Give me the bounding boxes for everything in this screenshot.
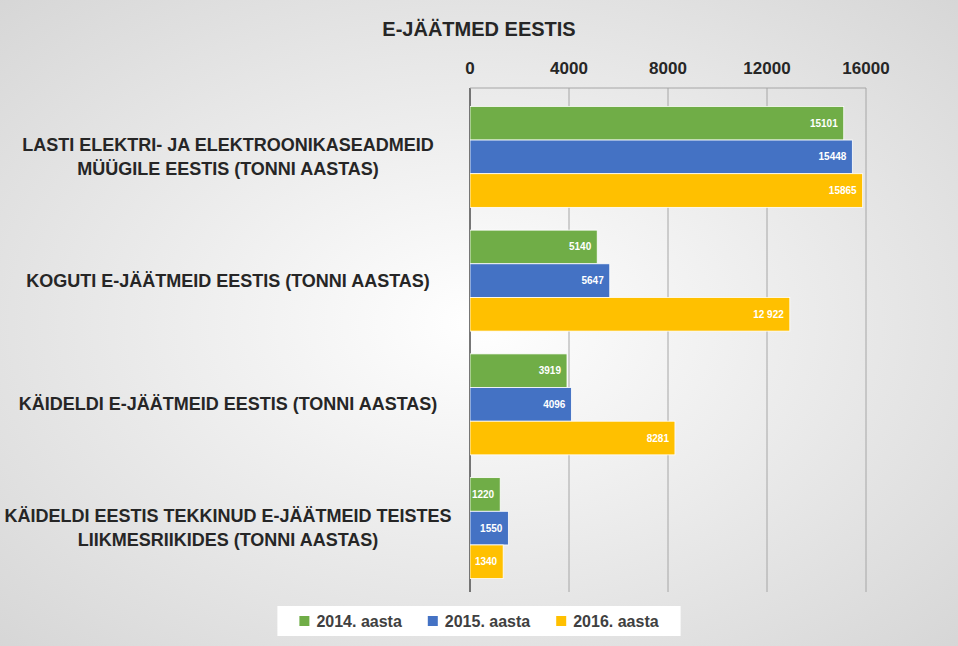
bar <box>470 421 675 455</box>
chart-title: E-JÄÄTMED EESTIS <box>382 18 575 40</box>
data-label: 4096 <box>543 399 566 410</box>
bar <box>470 264 610 298</box>
legend-label: 2014. aasta <box>316 613 402 630</box>
bar <box>470 230 597 264</box>
bar <box>470 388 571 422</box>
data-label: 15865 <box>829 185 857 196</box>
data-label: 3919 <box>539 365 562 376</box>
data-label: 5647 <box>582 275 605 286</box>
data-label: 15101 <box>810 118 838 129</box>
bar <box>470 297 790 331</box>
legend: 2014. aasta 2015. aasta 2016. aasta <box>277 606 680 636</box>
bar <box>470 140 852 174</box>
category-label-line: KÄIDELDI EESTIS TEKKINUD E-JÄÄTMEID TEIS… <box>4 506 451 526</box>
background <box>0 0 958 646</box>
category-label: KÄIDELDI EESTIS TEKKINUD E-JÄÄTMEID TEIS… <box>4 506 451 550</box>
data-labels: 15101 5140 3919 1220 15448 5647 4096 1550 15865 1… <box>472 118 857 568</box>
grid-line <box>866 88 867 592</box>
category-label: KOGUTI E-JÄÄTMEID EESTIS (TONNI AASTAS) <box>26 271 430 291</box>
tick-label: 0 <box>465 59 474 78</box>
category-label: KÄIDELDI E-JÄÄTMEID EESTIS (TONNI AASTAS… <box>19 394 438 414</box>
legend-box <box>277 606 680 636</box>
bar <box>470 106 844 140</box>
category-label-line: LIIKMESRIIKIDES (TONNI AASTAS) <box>78 530 379 550</box>
axis-line <box>470 88 866 89</box>
data-label: 8281 <box>647 433 670 444</box>
tick-label: 16000 <box>842 59 889 78</box>
data-label: 1340 <box>475 556 498 567</box>
chart-svg: E-JÄÄTMED EESTIS 0 4000 8000 12000 16000 15101… <box>0 0 958 646</box>
data-label: 1550 <box>480 523 503 534</box>
bar <box>470 354 567 388</box>
category-label: LASTI ELEKTRI- JA ELEKTROONIKASEADMEID MÜ… <box>22 135 433 179</box>
data-label: 15448 <box>819 151 847 162</box>
tick-label: 8000 <box>649 59 687 78</box>
category-label-line: LASTI ELEKTRI- JA ELEKTROONIKASEADMEID <box>22 135 433 155</box>
bar <box>470 174 863 208</box>
category-label-line: MÜÜGILE EESTIS (TONNI AASTAS) <box>77 159 379 179</box>
bars <box>470 106 863 578</box>
chart-container: E-JÄÄTMED EESTIS 0 4000 8000 12000 16000 15101… <box>0 0 958 646</box>
bar <box>470 545 503 579</box>
legend-swatch <box>556 616 566 626</box>
legend-swatch <box>299 616 309 626</box>
data-label: 12 922 <box>753 309 784 320</box>
data-label: 5140 <box>569 241 592 252</box>
tick-label: 12000 <box>743 59 790 78</box>
data-label: 1220 <box>472 489 495 500</box>
tick-label: 4000 <box>550 59 588 78</box>
category-label-line: KOGUTI E-JÄÄTMEID EESTIS (TONNI AASTAS) <box>26 271 430 291</box>
bar <box>470 511 508 545</box>
legend-label: 2015. aasta <box>445 613 531 630</box>
legend-label: 2016. aasta <box>573 613 659 630</box>
category-label-line: KÄIDELDI E-JÄÄTMEID EESTIS (TONNI AASTAS… <box>19 394 438 414</box>
legend-swatch <box>428 616 438 626</box>
bar <box>470 478 500 512</box>
